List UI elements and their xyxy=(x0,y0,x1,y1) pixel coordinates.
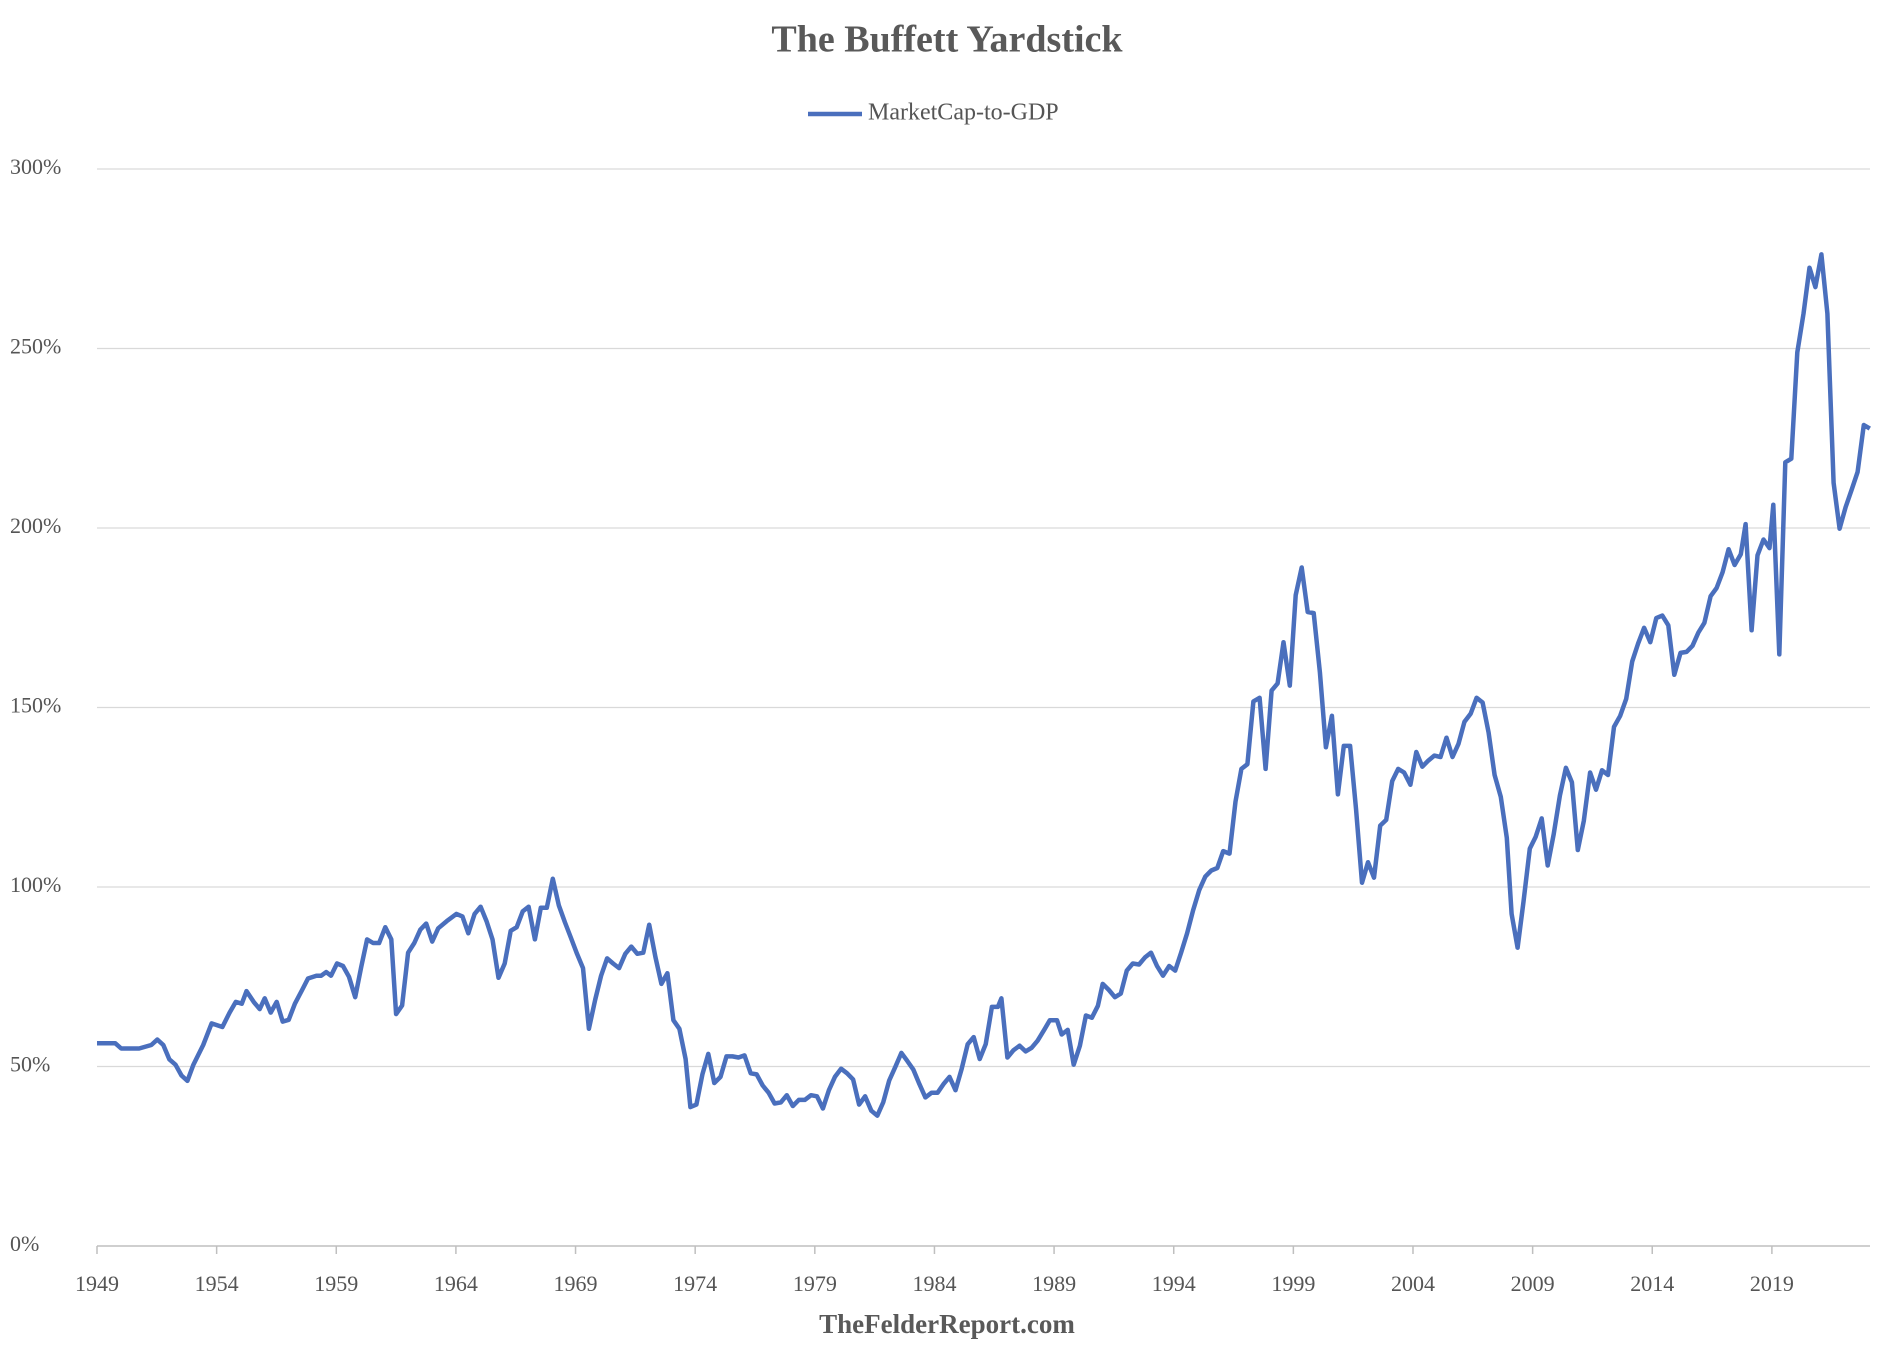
x-tick-label: 1964 xyxy=(434,1271,478,1296)
y-tick-label: 200% xyxy=(10,513,61,538)
x-tick-label: 1974 xyxy=(673,1271,717,1296)
x-tick-label: 2019 xyxy=(1750,1271,1794,1296)
y-tick-label: 0% xyxy=(10,1231,39,1256)
y-tick-label: 300% xyxy=(10,154,61,179)
x-tick-label: 1959 xyxy=(314,1271,358,1296)
y-tick-label: 250% xyxy=(10,334,61,359)
x-tick-label: 2014 xyxy=(1630,1271,1674,1296)
y-tick-label: 150% xyxy=(10,693,61,718)
x-tick-label: 1999 xyxy=(1271,1271,1315,1296)
source-label: TheFelderReport.com xyxy=(819,1309,1075,1339)
x-tick-label: 1969 xyxy=(554,1271,598,1296)
x-tick-label: 2004 xyxy=(1391,1271,1435,1296)
x-tick-label: 1979 xyxy=(793,1271,837,1296)
x-tick-label: 2009 xyxy=(1511,1271,1555,1296)
x-tick-label: 1949 xyxy=(75,1271,119,1296)
y-tick-label: 100% xyxy=(10,872,61,897)
chart-title: The Buffett Yardstick xyxy=(771,19,1123,61)
legend-label: MarketCap-to-GDP xyxy=(868,100,1059,126)
x-tick-label: 1989 xyxy=(1032,1271,1076,1296)
data-line xyxy=(97,252,1871,1118)
x-tick-label: 1954 xyxy=(195,1271,239,1296)
y-tick-label: 50% xyxy=(10,1052,50,1077)
x-tick-label: 1984 xyxy=(912,1271,956,1296)
x-tick-label: 1994 xyxy=(1152,1271,1196,1296)
